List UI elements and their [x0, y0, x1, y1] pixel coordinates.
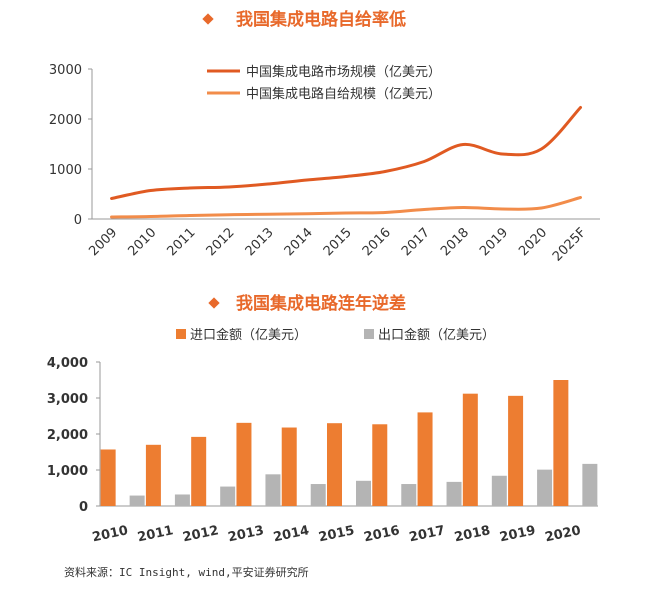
legend-label-1: 进口金额（亿美元）: [190, 327, 307, 343]
export-bar: [174, 494, 190, 506]
bar-chart-header: 我国集成电路连年逆差: [208, 293, 406, 314]
x-tick-label: 2016: [360, 225, 394, 259]
legend-label-1: 中国集成电路市场规模（亿美元）: [246, 64, 441, 80]
line-chart-title: 我国集成电路自给率低: [236, 9, 406, 30]
line-chart-legend: 中国集成电路市场规模（亿美元） 中国集成电路自给规模（亿美元）: [207, 64, 441, 102]
x-tick-label: 2020: [544, 523, 583, 545]
x-tick-label: 2017: [399, 225, 433, 259]
line-chart-header: 我国集成电路自给率低: [202, 9, 406, 30]
x-tick-label: 2017: [408, 523, 447, 545]
import-bar: [372, 424, 388, 506]
import-bar: [462, 393, 478, 506]
x-tick-label: 2013: [227, 523, 266, 545]
import-bar: [191, 436, 207, 506]
x-tick-label: 2011: [136, 523, 175, 545]
import-bar: [145, 444, 161, 506]
x-tick-label: 2011: [165, 225, 199, 259]
x-tick-label: 2018: [438, 225, 472, 259]
y-tick-label: 1,000: [47, 464, 88, 479]
x-tick-label: 2010: [125, 225, 159, 259]
import-bar: [281, 427, 297, 506]
x-tick-label: 2013: [243, 225, 277, 259]
import-bar: [236, 422, 252, 506]
export-bar: [220, 486, 236, 506]
y-tick-label: 4,000: [47, 356, 88, 371]
x-tick-label: 2016: [363, 523, 402, 545]
export-bar: [446, 481, 462, 506]
legend-label-2: 中国集成电路自给规模（亿美元）: [246, 86, 441, 102]
import-bar: [417, 412, 433, 506]
x-tick-label: 2014: [272, 523, 311, 545]
y-tick-label: 3000: [49, 63, 82, 78]
export-bar: [537, 469, 553, 506]
x-tick-label: 2025F: [550, 225, 589, 264]
bar-chart-legend: 进口金额（亿美元） 出口金额（亿美元）: [176, 327, 495, 343]
series-line-2: [110, 196, 582, 219]
series-line-1: [110, 106, 582, 200]
x-tick-label: 2014: [282, 225, 316, 259]
legend-swatch-2: [364, 329, 374, 339]
x-tick-label: 2019: [477, 225, 511, 259]
x-tick-label: 2020: [516, 225, 550, 259]
title-bullet-icon: [202, 13, 214, 25]
x-tick-label: 2015: [321, 225, 355, 259]
import-bar: [100, 449, 116, 506]
y-tick-label: 1000: [49, 163, 82, 178]
export-bar: [401, 484, 417, 506]
source-note: 资料来源：IC Insight, wind,平安证券研究所: [64, 565, 309, 579]
export-bar: [356, 480, 371, 506]
x-tick-label: 2012: [181, 523, 220, 545]
export-bar: [129, 495, 145, 506]
line-chart-series: [110, 106, 582, 219]
bar-chart-axes: 0 1,000 2,000 3,000 4,000 2010 2011 2012 2013 201…: [47, 356, 598, 545]
x-tick-label: 2012: [204, 225, 238, 259]
x-tick-label: 2018: [453, 523, 492, 545]
y-tick-label: 0: [74, 213, 82, 228]
y-tick-label: 2,000: [47, 428, 88, 443]
import-bar: [553, 380, 569, 506]
bar-chart-bars: [100, 380, 598, 506]
x-tick-label: 2015: [317, 523, 356, 545]
y-tick-label: 3,000: [47, 392, 88, 407]
import-bar: [508, 395, 524, 506]
import-bar: [327, 423, 342, 506]
x-tick-label: 2019: [498, 523, 537, 545]
export-bar: [491, 475, 507, 506]
export-bar: [265, 474, 281, 506]
bar-chart-title: 我国集成电路连年逆差: [236, 293, 406, 314]
title-bullet-icon: [208, 297, 220, 309]
export-bar: [582, 463, 598, 506]
legend-swatch-1: [176, 329, 186, 339]
y-tick-label: 2000: [49, 113, 82, 128]
x-tick-label: 2010: [91, 523, 130, 545]
legend-label-2: 出口金额（亿美元）: [378, 327, 495, 343]
y-tick-label: 0: [79, 500, 88, 515]
export-bar: [310, 484, 326, 506]
x-tick-label: 2009: [86, 225, 120, 259]
